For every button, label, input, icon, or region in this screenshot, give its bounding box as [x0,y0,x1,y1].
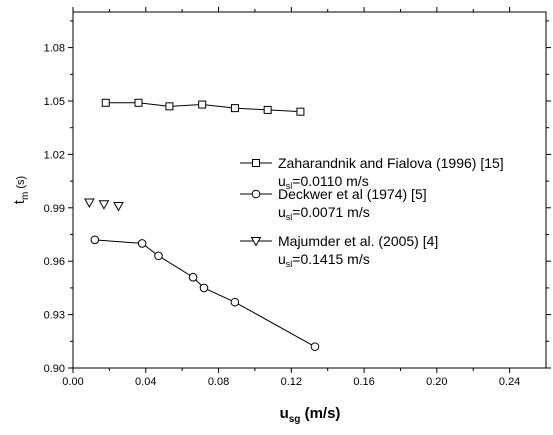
legend-condition-symbol: u [278,204,286,220]
data-point [230,297,240,307]
x-tick-label: 0.00 [62,376,83,388]
legend-condition-subscript: sl [286,259,293,269]
x-tick-label: 0.16 [353,376,374,388]
y-axis-label: tm (s) [11,176,31,204]
x-tick-label: 0.12 [281,376,302,388]
legend-entry-1: Deckwer et al (1974) [5] usl=0.0071 m/s [240,186,427,222]
legend-condition-subscript: sl [286,212,293,222]
legend-condition: usl=0.1415 m/s [278,251,370,269]
y-tick-label: 1.05 [44,96,65,108]
legend-marker [250,237,262,247]
legend-marker [252,159,260,167]
series-0 [101,98,305,116]
x-axis-label-sub: sg [289,414,301,425]
legend-condition-subscript: sl [286,181,293,191]
y-tick-label: 0.93 [44,310,65,322]
x-axis-label-unit: (m/s) [300,405,340,422]
series-layer [84,98,320,351]
data-point [188,272,198,282]
y-tick-label: 0.96 [44,256,65,268]
y-axis-label-main: t [11,199,28,204]
data-point [90,235,100,245]
x-axis-label: usg (m/s) [280,405,341,425]
data-point [230,104,239,113]
x-tick-label: 0.20 [426,376,447,388]
series-2 [84,198,124,212]
data-point [154,251,163,261]
legend-condition-value: =0.1415 m/s [292,251,369,267]
legend-entry-2: Majumder et al. (2005) [4] usl=0.1415 m/s [240,233,438,269]
legend-marker [251,189,261,199]
data-point [101,98,110,107]
data-point [199,283,209,293]
legend-label: Majumder et al. (2005) [4] [278,233,438,249]
legend-condition-value: =0.0110 m/s [292,173,368,189]
data-point [98,200,110,210]
series-1 [90,235,320,351]
legend-condition-value: =0.0071 m/s [292,204,369,220]
legend-condition: usl=0.0071 m/s [278,204,370,222]
data-point [198,100,207,109]
data-point [263,105,272,114]
data-point [84,198,95,208]
axis-ticks: 0.00 0.04 0.08 0.12 0.16 0.20 0.24 0.90 0.93 0.96… [44,7,551,388]
legend-condition-symbol: u [278,173,286,189]
x-tick-label: 0.04 [135,376,156,388]
data-point [310,342,320,351]
legend-label: Zaharandnik and Fialova (1996) [15] [278,155,504,171]
data-point [113,202,124,212]
x-tick-label: 0.08 [208,376,229,388]
legend-condition: usl=0.0110 m/s [278,173,369,191]
legend-entry-0: Zaharandnik and Fialova (1996) [15] usl=0… [240,155,504,191]
y-tick-label: 0.90 [44,363,65,375]
y-tick-label: 0.99 [44,203,65,215]
y-axis-label-sub: m [20,192,31,200]
legend: Zaharandnik and Fialova (1996) [15]usl=0… [240,155,504,269]
x-axis-label-main: u [280,405,289,422]
y-axis-label-unit: (s) [15,176,27,192]
legend-condition-symbol: u [278,251,286,267]
data-point [296,107,305,116]
x-tick-label: 0.24 [499,376,520,388]
legend-label: Deckwer et al (1974) [5] [278,186,427,202]
data-point [137,239,147,248]
y-tick-label: 1.02 [44,149,65,161]
y-tick-label: 1.08 [44,43,65,55]
plot-frame [72,11,547,369]
data-point [134,98,143,107]
data-point [165,102,174,111]
